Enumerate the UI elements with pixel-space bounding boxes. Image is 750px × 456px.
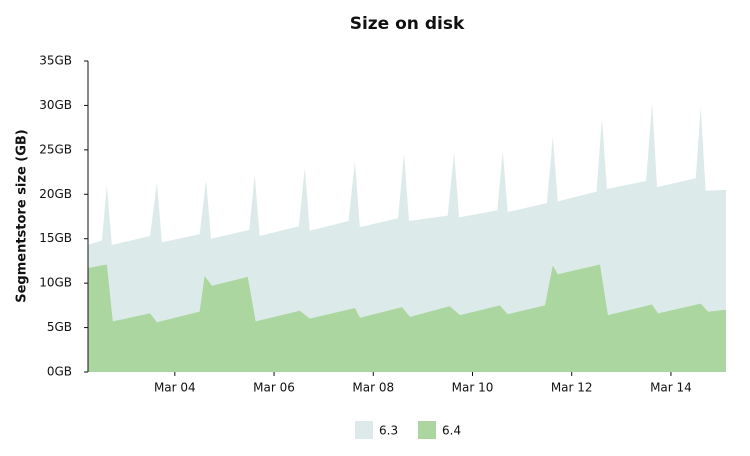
x-tick-label: Mar 06 [253, 381, 295, 395]
y-tick-label: 35GB [39, 54, 72, 68]
y-tick-label: 20GB [39, 187, 72, 201]
y-tick-label: 30GB [39, 98, 72, 112]
legend-label: 6.3 [379, 424, 398, 438]
x-tick-label: Mar 08 [352, 381, 394, 395]
chart-title: Size on disk [350, 14, 465, 34]
legend-swatch [355, 421, 373, 439]
y-tick-label: 15GB [39, 231, 72, 245]
legend-swatch [418, 421, 436, 439]
x-tick-label: Mar 10 [452, 381, 494, 395]
x-tick-label: Mar 04 [154, 381, 196, 395]
x-tick-label: Mar 14 [650, 381, 692, 395]
y-tick-label: 25GB [39, 142, 72, 156]
area [88, 264, 726, 372]
y-tick-label: 10GB [39, 276, 72, 290]
y-axis-label: Segmentstore size (GB) [15, 129, 30, 303]
x-tick-label: Mar 12 [551, 381, 593, 395]
y-tick-label: 5GB [47, 320, 72, 334]
y-tick-label: 0GB [47, 365, 72, 379]
legend-label: 6.4 [442, 424, 461, 438]
